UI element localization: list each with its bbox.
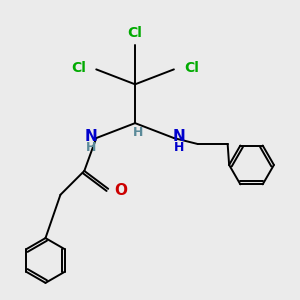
Text: N: N bbox=[173, 129, 186, 144]
Text: N: N bbox=[85, 129, 97, 144]
Text: Cl: Cl bbox=[128, 26, 142, 40]
Text: Cl: Cl bbox=[71, 61, 86, 75]
Text: Cl: Cl bbox=[184, 61, 199, 75]
Text: O: O bbox=[114, 183, 127, 198]
Text: H: H bbox=[174, 141, 184, 154]
Text: H: H bbox=[86, 141, 96, 154]
Text: H: H bbox=[133, 126, 143, 139]
